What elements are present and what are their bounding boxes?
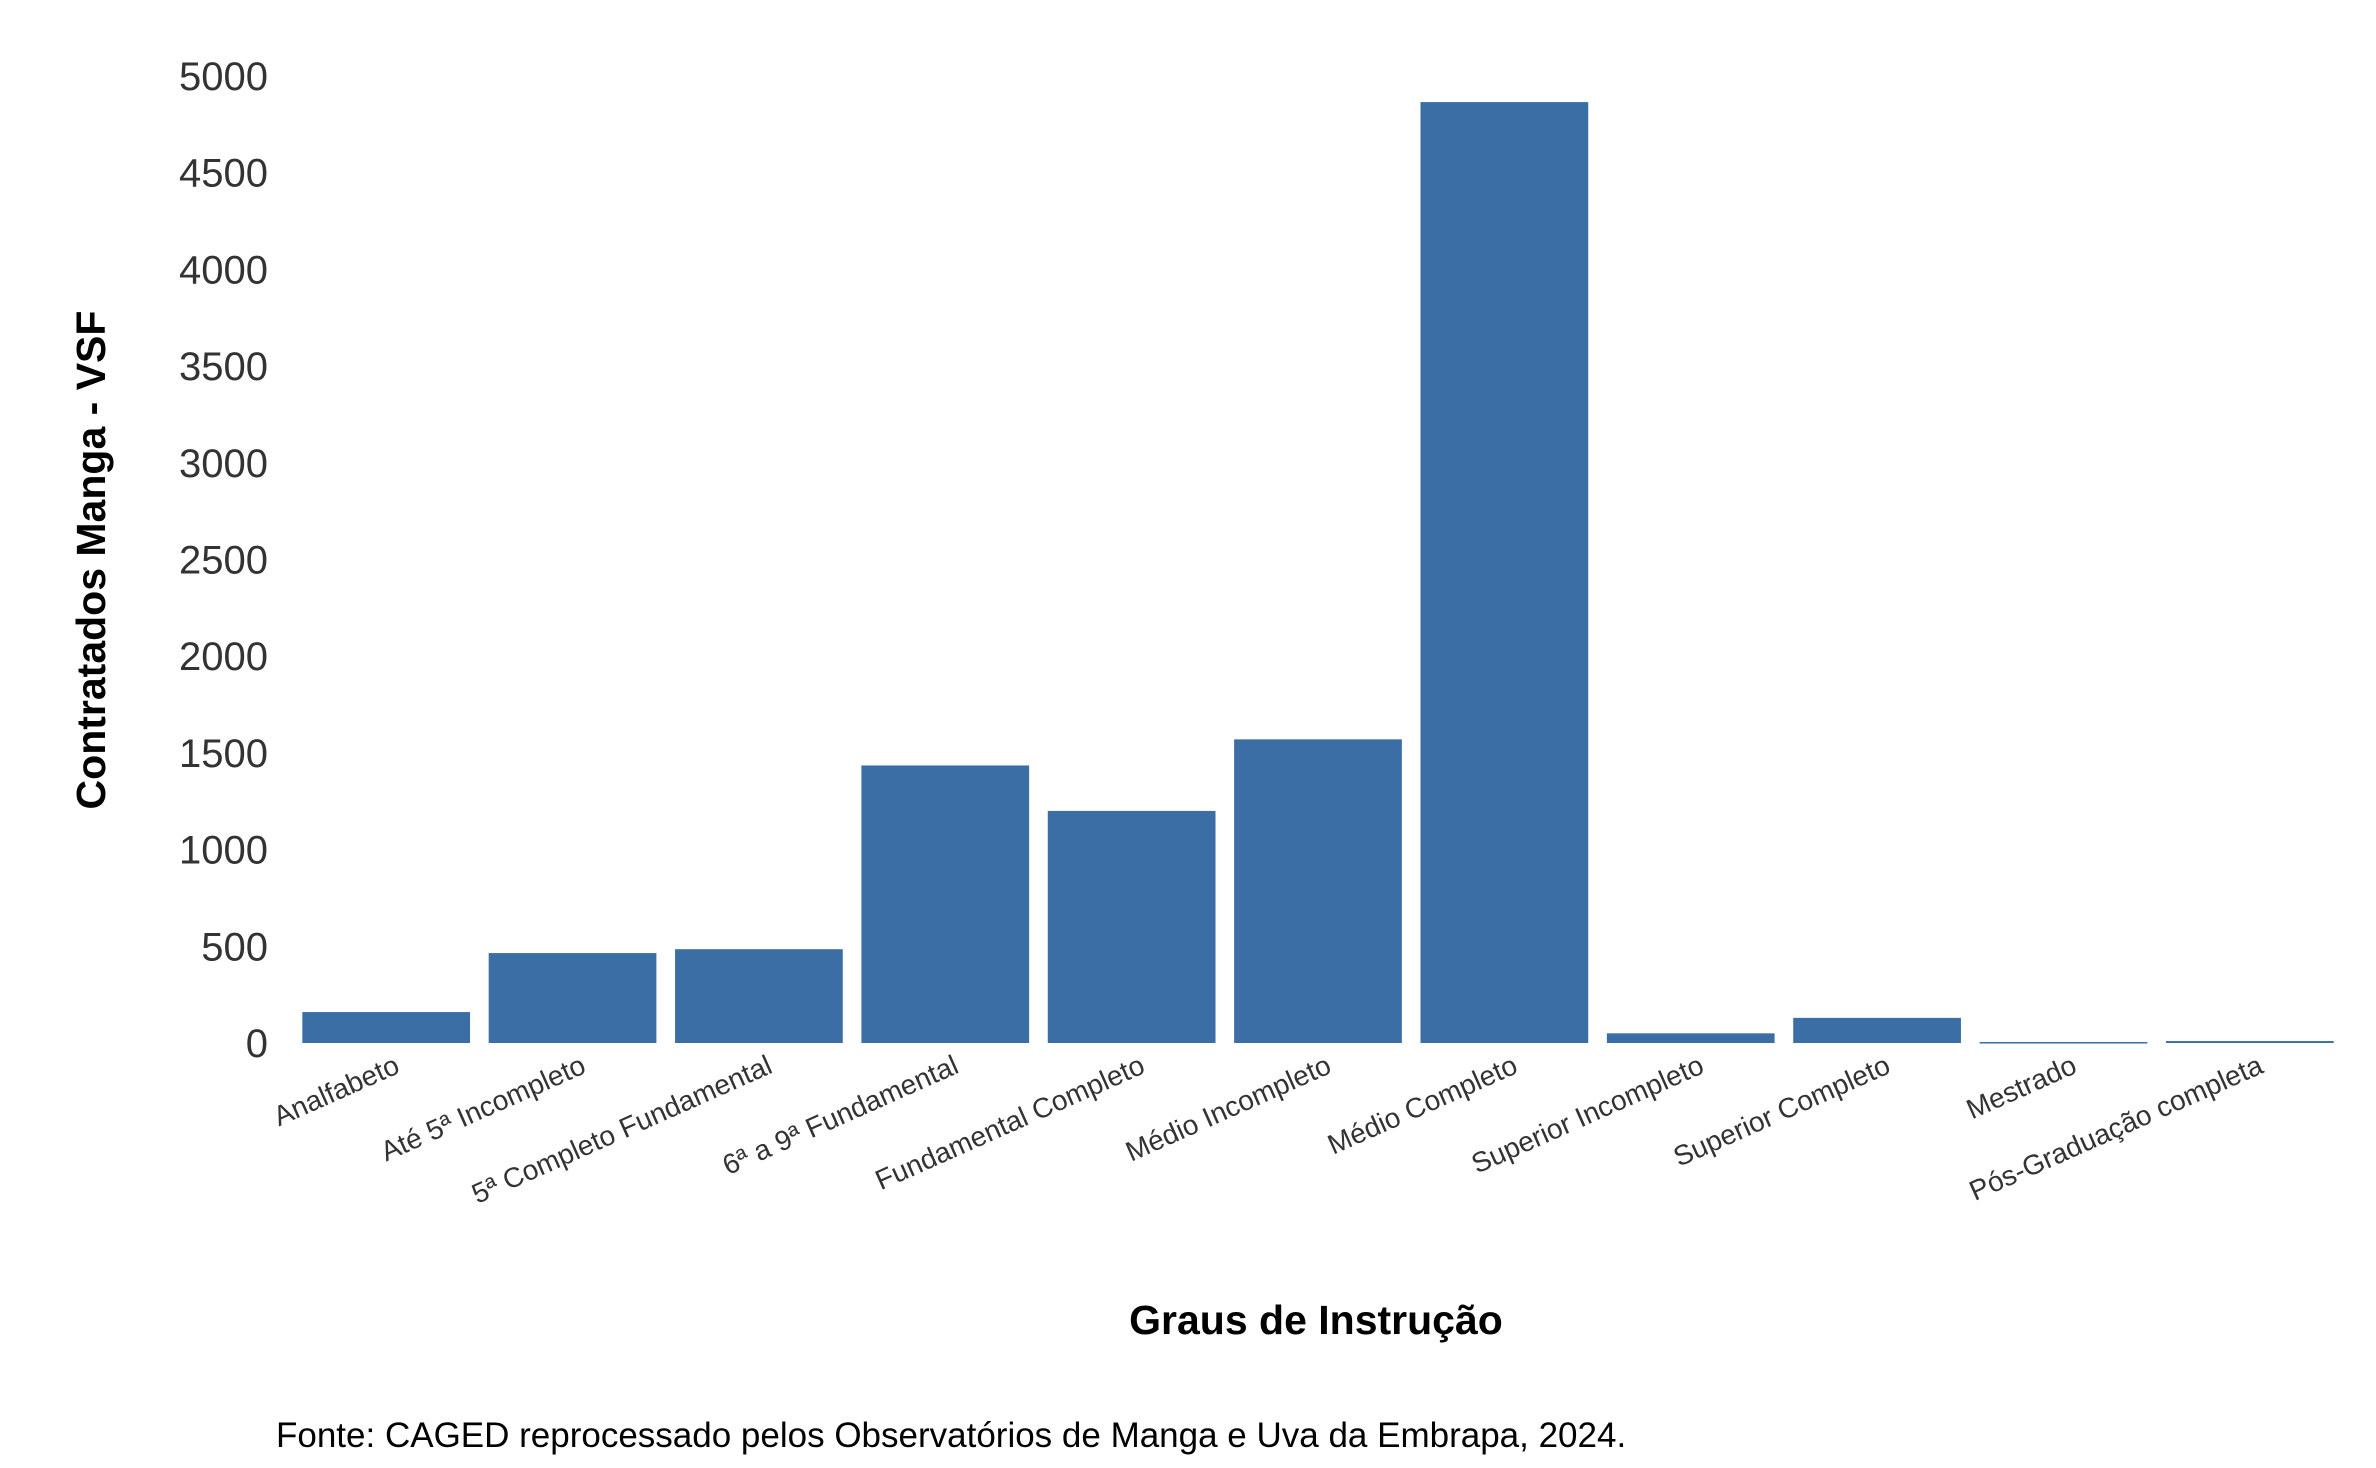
x-tick-label: Pós-Graduação completa [1965, 1049, 2268, 1207]
bar [1979, 1042, 2148, 1044]
bar [2165, 1041, 2334, 1043]
x-tick-label: Mestrado [1962, 1049, 2081, 1125]
y-tick-label: 2500 [179, 539, 268, 583]
bar [1606, 1033, 1775, 1043]
y-tick-label: 5000 [179, 55, 268, 99]
y-tick-label: 1500 [179, 732, 268, 776]
bar [1047, 810, 1216, 1043]
y-tick-label: 3000 [179, 442, 268, 486]
bar [1420, 102, 1589, 1043]
y-tick-label: 0 [246, 1022, 268, 1066]
y-tick-label: 1000 [179, 829, 268, 873]
bars [302, 102, 2334, 1044]
x-tick-label: Analfabeto [269, 1049, 404, 1132]
x-axis-title: Graus de Instrução [1129, 1297, 1503, 1343]
y-tick-label: 4000 [179, 248, 268, 292]
bar [1793, 1017, 1961, 1043]
y-tick-label: 3500 [179, 345, 268, 389]
x-tick-label: Médio Incompleto [1121, 1049, 1336, 1167]
bar [1234, 739, 1402, 1043]
bar [675, 949, 843, 1043]
y-axis-title: Contratados Manga - VSF [68, 311, 114, 810]
y-axis-ticks: 0 500 1000 1500 2000 2500 3000 3500 4000 4500 5000 [179, 55, 268, 1066]
y-tick-label: 500 [201, 925, 268, 969]
bar [488, 953, 657, 1043]
x-tick-label: 5ª Completo Fundamental [467, 1049, 776, 1209]
bar [861, 765, 1030, 1043]
y-tick-label: 4500 [179, 152, 268, 196]
source-note: Fonte: CAGED reprocessado pelos Observat… [276, 1416, 1626, 1455]
bar [302, 1012, 471, 1043]
y-tick-label: 2000 [179, 635, 268, 679]
